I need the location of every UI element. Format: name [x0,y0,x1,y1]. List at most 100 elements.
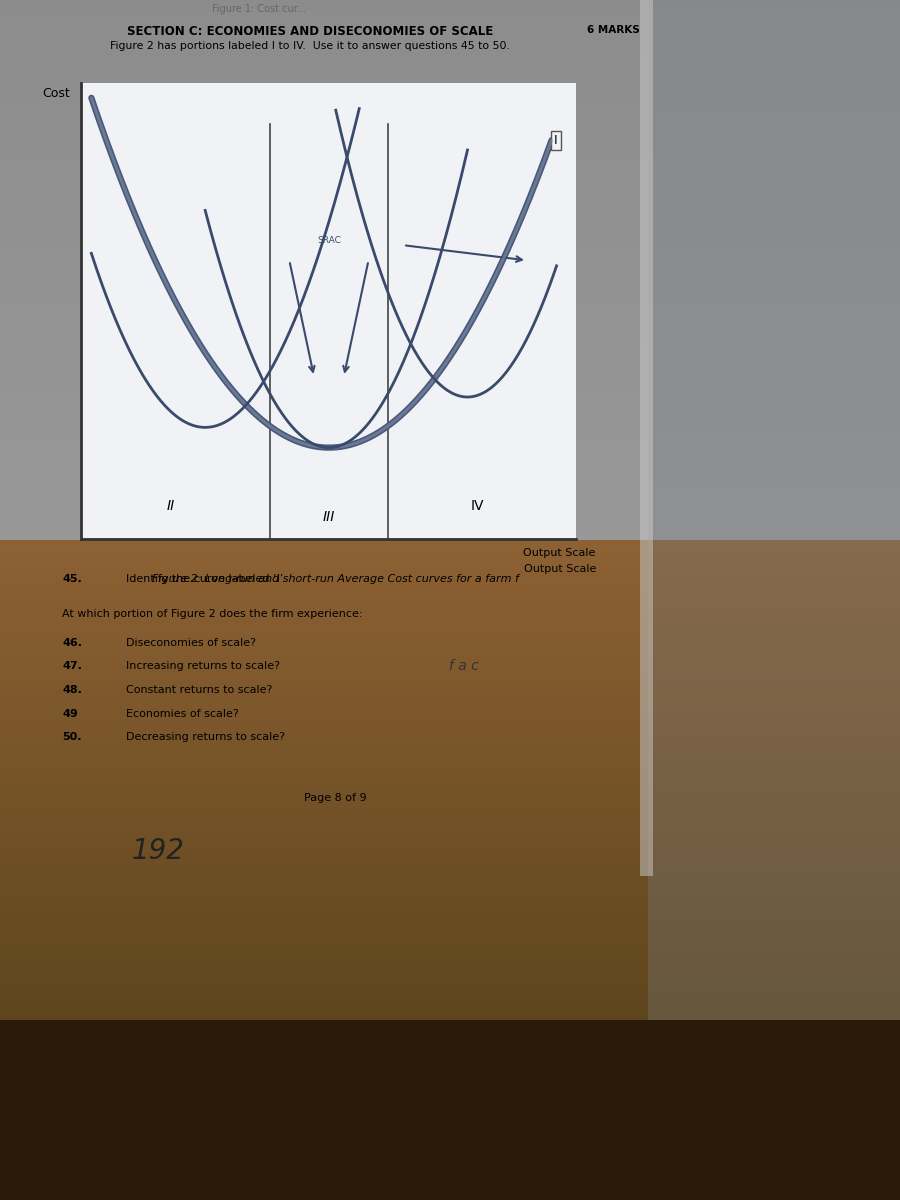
Bar [0,24,900,30]
Bar [0,246,900,252]
Text: 49: 49 [62,709,78,719]
Bar [0,420,900,426]
Bar [0,342,900,348]
Bar [0,522,900,528]
Bar [0,696,900,702]
Bar [0,1194,900,1200]
Bar [0,720,900,726]
Bar [0,888,900,894]
Bar [0,450,900,456]
Bar [0,126,900,132]
Bar [0,426,900,432]
Bar [0,612,900,618]
Bar [0,858,900,864]
Text: Diseconomies of scale?: Diseconomies of scale? [126,637,256,648]
Bar [0,192,900,198]
Bar [0,882,900,888]
Bar [0,990,900,996]
Text: 48.: 48. [62,685,82,695]
Bar [0,1002,900,1008]
Bar [0,792,900,798]
Bar [0,780,900,786]
Bar [0,756,900,762]
Bar [0,186,900,192]
Bar [0,870,900,876]
Bar [0,1176,900,1182]
Bar [0,1092,900,1098]
Text: Figure 1: Cost cur...: Figure 1: Cost cur... [212,5,306,14]
Bar [0,378,900,384]
Bar [0,648,900,654]
Bar [0,702,900,708]
Text: 6 MARKS: 6 MARKS [587,24,640,35]
Text: 45.: 45. [62,574,82,583]
Bar [0,732,900,738]
Bar [0,594,900,600]
Bar [648,0,900,1200]
Text: Cost: Cost [42,86,69,100]
Bar [0,1080,900,1086]
Bar [0,642,900,648]
Bar [0,1188,900,1194]
Bar [0,1158,900,1164]
Bar [0,312,900,318]
Bar [0,900,900,906]
Bar [0,966,900,972]
Bar [0,156,900,162]
Text: 50.: 50. [62,732,82,743]
Bar [0,48,900,54]
Bar [0,774,900,780]
Bar [0,810,900,816]
Bar [0,228,900,234]
Bar [0,90,900,96]
Bar [0,252,900,258]
Bar [0,222,900,228]
Bar [0,588,900,594]
Bar [0,240,900,246]
Bar [0,66,900,72]
Bar [0,690,900,696]
Bar [0,348,900,354]
Bar [0,336,900,342]
Bar [0,120,900,126]
Text: II: II [166,499,175,514]
Bar [0,372,900,378]
Bar [0,852,900,858]
Bar [0,948,900,954]
Text: I: I [554,133,558,146]
Bar [0,984,900,990]
Bar [0,912,900,918]
Bar [0,174,900,180]
Bar [0,210,900,216]
Bar [0,438,900,444]
Bar [0,564,900,570]
Bar [0,270,900,276]
Bar [0,906,900,912]
Bar [0,42,900,48]
Bar [0,432,900,438]
Bar [0,972,900,978]
Bar [0,552,900,558]
Bar [0,276,900,282]
Text: Constant returns to scale?: Constant returns to scale? [126,685,272,695]
Text: Decreasing returns to scale?: Decreasing returns to scale? [126,732,285,743]
Bar [0,384,900,390]
Bar [0,144,900,150]
Bar [0,480,900,486]
Bar [0,492,900,498]
Bar [0,1020,900,1200]
Bar [0,1014,900,1020]
Bar [0,558,900,564]
Bar [0,360,900,366]
Bar [0,60,900,66]
Bar [0,1038,900,1044]
Bar [0,486,900,492]
Bar [0,36,900,42]
Bar [0,582,900,588]
Bar [0,300,900,306]
Bar [0,1182,900,1188]
Bar [0,828,900,834]
Bar [0,804,900,810]
Bar [0,1128,900,1134]
Bar [0,96,900,102]
